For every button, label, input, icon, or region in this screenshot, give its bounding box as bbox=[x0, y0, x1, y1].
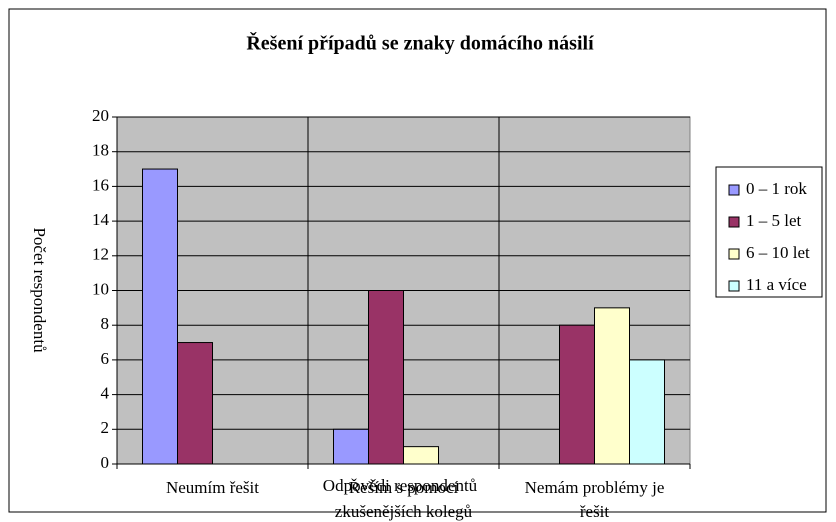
y-tick-label: 20 bbox=[92, 106, 109, 125]
y-tick-label: 18 bbox=[92, 141, 109, 160]
legend-swatch bbox=[728, 248, 740, 260]
y-tick-label: 2 bbox=[101, 418, 110, 437]
bar bbox=[559, 324, 595, 465]
bar bbox=[368, 290, 404, 465]
legend-swatch bbox=[728, 216, 740, 228]
y-tick-label: 16 bbox=[92, 175, 109, 194]
bar bbox=[594, 307, 630, 465]
y-axis-title: Počet respondentů bbox=[30, 227, 49, 353]
legend-label: 6 – 10 let bbox=[746, 243, 810, 262]
bar bbox=[142, 168, 178, 465]
y-tick-label: 4 bbox=[101, 384, 110, 403]
legend-swatch bbox=[728, 184, 740, 196]
chart-title: Řešení případů se znaky domácího násilí bbox=[246, 31, 594, 55]
bar bbox=[333, 428, 369, 465]
legend-swatch bbox=[728, 280, 740, 292]
bar bbox=[403, 446, 439, 465]
legend-label: 0 – 1 rok bbox=[746, 179, 807, 198]
y-tick-label: 8 bbox=[101, 314, 110, 333]
legend-label: 11 a více bbox=[746, 275, 807, 294]
bar bbox=[629, 359, 665, 465]
bar bbox=[177, 342, 213, 465]
x-tick-label: Nemám problémy je řešit bbox=[524, 478, 665, 521]
y-tick-label: 10 bbox=[92, 279, 109, 298]
y-tick-label: 0 bbox=[101, 453, 110, 472]
x-axis-title: Odpovědi respondentů bbox=[323, 476, 478, 495]
x-tick-label: Neumím řešit bbox=[165, 478, 259, 497]
y-tick-label: 14 bbox=[92, 210, 110, 229]
y-tick-label: 12 bbox=[92, 245, 109, 264]
x-tick-label: Řeším s pomocí zkušenějších kolegů bbox=[334, 478, 473, 521]
y-tick-label: 6 bbox=[101, 349, 110, 368]
legend-label: 1 – 5 let bbox=[746, 211, 802, 230]
